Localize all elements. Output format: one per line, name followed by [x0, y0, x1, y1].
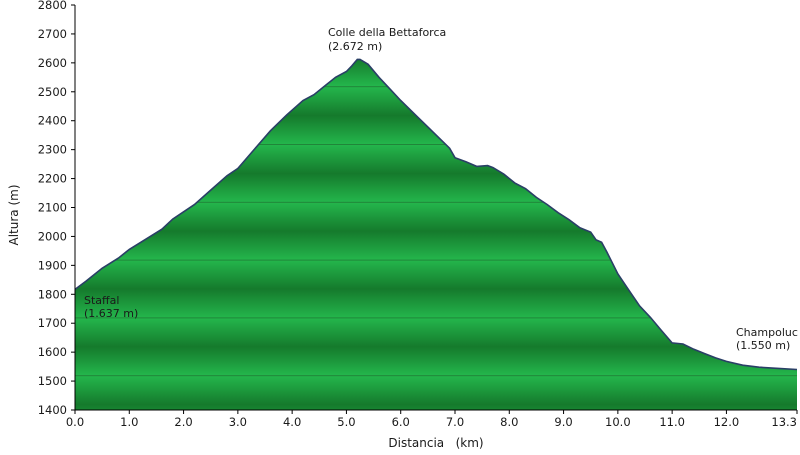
y-tick-label: 2600 — [38, 56, 67, 70]
annotation-value: (1.550 m) — [736, 339, 790, 352]
x-tick-label: 10.0 — [605, 415, 631, 429]
elevation-area — [75, 59, 797, 410]
annotation-name: Champoluc — [736, 326, 798, 339]
x-tick-label: 5.0 — [337, 415, 355, 429]
y-tick-label: 1700 — [38, 316, 67, 330]
x-tick-label: 12.0 — [714, 415, 740, 429]
annotation-name: Staffal — [84, 294, 119, 307]
annotation-name: Colle della Bettaforca — [328, 26, 446, 39]
annotation-value: (1.637 m) — [84, 307, 138, 320]
annotation-colle-della-bettaforca: Colle della Bettaforca (2.672 m) — [328, 26, 446, 53]
y-tick-label: 2200 — [38, 172, 67, 186]
x-tick-label: 1.0 — [120, 415, 138, 429]
y-axis-ticks: 1400 1500 1600 1700 1800 1900 2000 2100 2200 2300… — [38, 0, 75, 417]
y-tick-label: 1900 — [38, 258, 67, 272]
x-tick-label: 3.0 — [229, 415, 247, 429]
y-tick-label: 2400 — [38, 114, 67, 128]
annotation-value: (2.672 m) — [328, 40, 382, 53]
annotation-staffal: Staffal (1.637 m) — [84, 294, 138, 320]
y-tick-label: 2100 — [38, 201, 67, 215]
x-tick-label: 13.3 — [771, 415, 797, 429]
x-tick-label: 11.0 — [659, 415, 685, 429]
x-tick-label: 0.0 — [66, 415, 84, 429]
y-tick-label: 2700 — [38, 27, 67, 41]
x-axis-label: Distancia (km) — [388, 436, 483, 450]
x-tick-label: 9.0 — [554, 415, 572, 429]
elevation-line — [74, 58, 798, 371]
y-tick-label: 1500 — [38, 374, 67, 388]
annotation-champoluc: Champoluc (1.550 m) — [736, 326, 798, 352]
x-tick-label: 7.0 — [446, 415, 464, 429]
y-tick-label: 2300 — [38, 143, 67, 157]
x-tick-label: 2.0 — [174, 415, 192, 429]
x-tick-label: 4.0 — [283, 415, 301, 429]
y-tick-label: 2000 — [38, 229, 67, 243]
y-tick-label: 2800 — [38, 0, 67, 12]
y-tick-label: 1800 — [38, 287, 67, 301]
x-tick-label: 6.0 — [392, 415, 410, 429]
x-axis-ticks: 0.0 1.0 2.0 3.0 4.0 5.0 6.0 7.0 8.0 9.0 10.0 11.0 12… — [66, 410, 798, 429]
y-tick-label: 2500 — [38, 85, 67, 99]
y-axis-label: Altura (m) — [7, 184, 21, 245]
y-tick-label: 1400 — [38, 403, 67, 417]
x-tick-label: 8.0 — [500, 415, 518, 429]
y-tick-label: 1600 — [38, 345, 67, 359]
